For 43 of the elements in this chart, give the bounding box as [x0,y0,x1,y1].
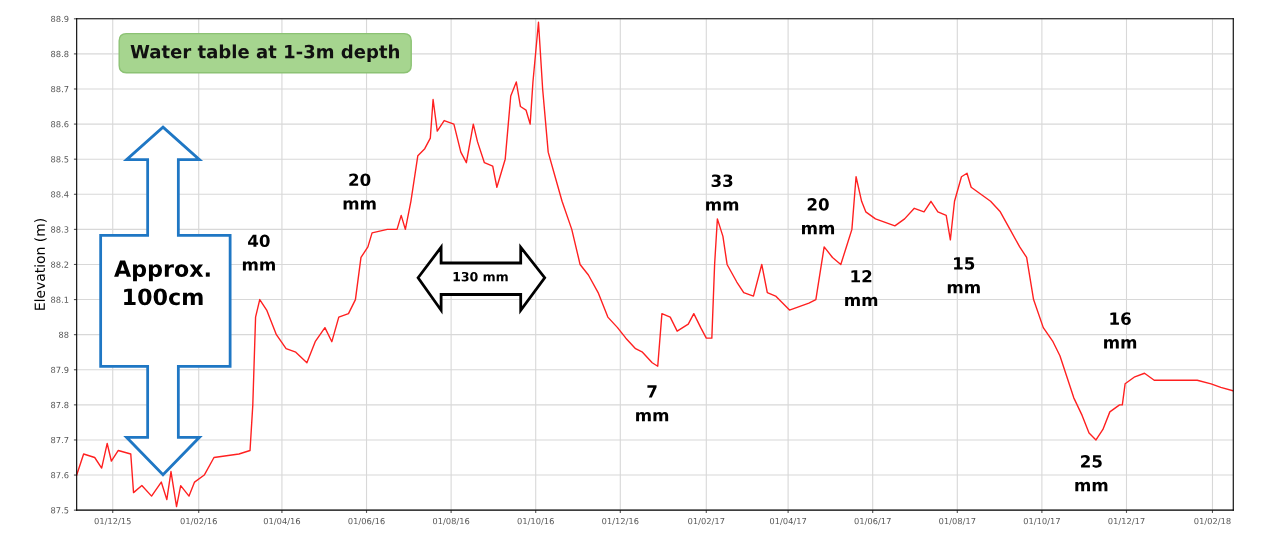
y-tick-label: 88 [59,331,69,338]
annotation: 33 mm [706,174,739,211]
annotation: 16 mm [1104,312,1137,349]
x-tick-label: 01/02/16 [180,517,217,525]
text: Water table at 1-3m depth [130,44,399,62]
y-tick-label: 88.1 [51,296,69,303]
annotation: 40 mm [242,234,275,271]
y-tick-label: 88.4 [51,191,69,198]
y-tick-label: 88.5 [51,156,69,163]
y-tick-label: 88.9 [51,15,69,23]
annotation: 130 mm [453,271,508,282]
y-tick-label: 88.2 [51,261,69,268]
x-tick-label: 01/12/15 [94,517,131,525]
x-tick-label: 01/10/16 [517,517,554,525]
annotation: Approx. 100cm [114,260,210,306]
annotation: 7 mm [636,385,669,422]
annotation: 12 mm [845,269,878,307]
y-tick-label: 87.7 [51,436,69,444]
annotation: 20 mm [802,198,835,235]
x-tick-label: 01/04/17 [769,517,807,525]
x-tick-label: 01/04/16 [263,517,301,525]
y-tick-label: 87.6 [51,472,69,479]
x-tick-label: 01/12/16 [602,517,639,525]
annotation: 20 mm [343,173,376,210]
x-tick-label: 01/06/16 [348,517,385,525]
y-tick-label: 87.9 [51,366,69,374]
y-axis-title: Elevation (m) [34,219,47,310]
y-tick-label: 87.8 [51,401,69,409]
annotation: 25 mm [1075,455,1108,492]
annotation: 15 mm [947,257,980,294]
x-tick-label: 01/08/16 [432,517,470,525]
y-tick-label: 88.7 [51,85,69,93]
y-tick-label: 88.8 [51,50,69,58]
y-tick-label: 87.5 [51,507,69,514]
y-tick-label: 88.6 [51,121,69,128]
line-series [76,21,1234,508]
y-tick-label: 88.3 [51,226,69,233]
x-tick-label: 01/12/17 [1108,517,1145,525]
x-tick-label: 01/02/18 [1194,517,1231,525]
x-tick-label: 01/08/17 [939,517,976,525]
x-tick-label: 01/10/17 [1023,517,1060,525]
x-tick-label: 01/06/17 [854,517,891,525]
x-tick-label: 01/02/17 [688,517,725,525]
